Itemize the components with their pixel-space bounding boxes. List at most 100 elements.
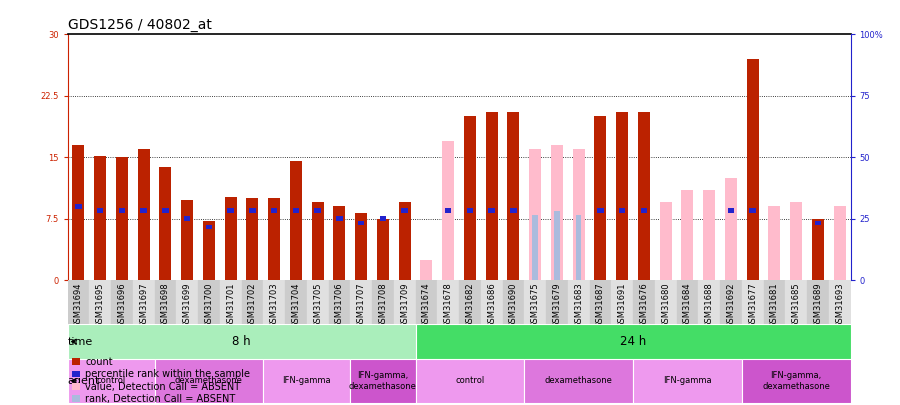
- Text: 8 h: 8 h: [232, 335, 251, 348]
- Bar: [68, 324, 416, 359]
- Bar: [829, 280, 850, 324]
- Legend: count, percentile rank within the sample, value, Detection Call = ABSENT, rank, : count, percentile rank within the sample…: [72, 357, 250, 404]
- Text: GSM31689: GSM31689: [814, 282, 823, 328]
- Bar: [742, 280, 763, 324]
- Text: GSM31686: GSM31686: [487, 282, 496, 328]
- Bar: [466, 208, 473, 213]
- Bar: [616, 112, 628, 280]
- Text: dexamethasone: dexamethasone: [175, 376, 243, 386]
- Bar: [72, 145, 85, 280]
- Bar: [401, 208, 408, 213]
- Bar: [785, 280, 807, 324]
- Bar: [159, 167, 171, 280]
- Text: GSM31684: GSM31684: [683, 282, 692, 328]
- Text: GDS1256 / 40802_at: GDS1256 / 40802_at: [68, 18, 211, 32]
- Bar: [133, 280, 155, 324]
- Bar: [198, 280, 220, 324]
- Bar: [489, 208, 495, 213]
- Bar: [271, 208, 277, 213]
- Bar: [533, 215, 538, 280]
- Text: IFN-gamma,
dexamethasone: IFN-gamma, dexamethasone: [762, 371, 830, 390]
- Bar: [155, 280, 176, 324]
- Bar: [720, 280, 742, 324]
- Bar: [551, 145, 562, 280]
- Bar: [75, 204, 82, 209]
- Text: IFN-gamma: IFN-gamma: [283, 376, 331, 386]
- Bar: [814, 221, 821, 225]
- Text: GSM31697: GSM31697: [140, 282, 148, 328]
- Bar: [202, 221, 215, 280]
- Bar: [285, 280, 307, 324]
- Bar: [594, 116, 607, 280]
- Bar: [350, 359, 416, 403]
- Bar: [546, 280, 568, 324]
- Bar: [328, 280, 350, 324]
- Bar: [333, 207, 346, 280]
- Text: GSM31685: GSM31685: [792, 282, 801, 328]
- Bar: [576, 215, 581, 280]
- Text: GSM31705: GSM31705: [313, 282, 322, 328]
- Text: GSM31683: GSM31683: [574, 282, 583, 328]
- Bar: [377, 219, 389, 280]
- Text: time: time: [68, 337, 93, 347]
- Text: GSM31700: GSM31700: [204, 282, 213, 328]
- Bar: [380, 216, 386, 221]
- Bar: [268, 198, 280, 280]
- Text: GSM31708: GSM31708: [378, 282, 387, 328]
- Bar: [554, 211, 560, 280]
- Text: GSM31706: GSM31706: [335, 282, 344, 328]
- Bar: [307, 280, 328, 324]
- Text: GSM31675: GSM31675: [531, 282, 540, 328]
- Bar: [228, 208, 234, 213]
- Text: GSM31693: GSM31693: [835, 282, 844, 328]
- Bar: [747, 59, 759, 280]
- Bar: [750, 211, 755, 280]
- Bar: [416, 324, 850, 359]
- Bar: [68, 359, 155, 403]
- Bar: [138, 149, 149, 280]
- Text: GSM31679: GSM31679: [553, 282, 562, 328]
- Text: GSM31682: GSM31682: [465, 282, 474, 328]
- Bar: [394, 280, 416, 324]
- Text: IFN-gamma,
dexamethasone: IFN-gamma, dexamethasone: [349, 371, 417, 390]
- Text: GSM31674: GSM31674: [422, 282, 431, 328]
- Bar: [524, 280, 546, 324]
- Bar: [769, 207, 780, 280]
- Bar: [314, 208, 321, 213]
- Text: GSM31680: GSM31680: [662, 282, 670, 328]
- Bar: [727, 208, 734, 213]
- Bar: [790, 202, 802, 280]
- Bar: [590, 280, 611, 324]
- Text: GSM31703: GSM31703: [270, 282, 279, 328]
- Bar: [181, 200, 194, 280]
- Text: GSM31694: GSM31694: [74, 282, 83, 328]
- Bar: [184, 216, 191, 221]
- Bar: [119, 208, 125, 213]
- Bar: [176, 280, 198, 324]
- Text: GSM31702: GSM31702: [248, 282, 256, 328]
- Bar: [311, 202, 324, 280]
- Bar: [568, 280, 590, 324]
- Bar: [263, 280, 285, 324]
- Bar: [420, 260, 432, 280]
- Bar: [399, 202, 410, 280]
- Text: GSM31699: GSM31699: [183, 282, 192, 328]
- Bar: [681, 190, 693, 280]
- Bar: [611, 280, 633, 324]
- Bar: [677, 280, 698, 324]
- Bar: [633, 359, 742, 403]
- Bar: [356, 213, 367, 280]
- Text: GSM31690: GSM31690: [508, 282, 518, 328]
- Bar: [510, 273, 516, 280]
- Text: GSM31696: GSM31696: [117, 282, 126, 328]
- Bar: [655, 280, 677, 324]
- Bar: [372, 280, 394, 324]
- Bar: [94, 156, 106, 280]
- Bar: [416, 280, 437, 324]
- Bar: [241, 280, 263, 324]
- Bar: [140, 208, 147, 213]
- Bar: [660, 202, 671, 280]
- Text: GSM31688: GSM31688: [705, 282, 714, 328]
- Bar: [97, 208, 104, 213]
- Bar: [524, 359, 633, 403]
